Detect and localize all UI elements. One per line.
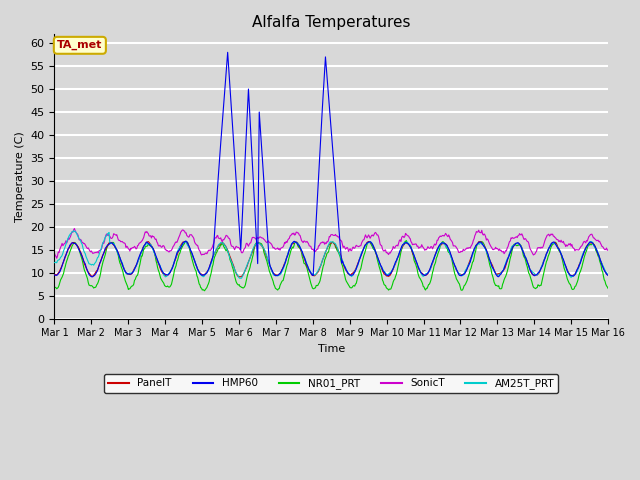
SonicT: [119, 240, 127, 245]
SonicT: [417, 244, 424, 250]
HMP60: [51, 272, 58, 278]
AM25T_PRT: [604, 272, 612, 277]
AM25T_PRT: [417, 268, 424, 274]
SonicT: [175, 234, 183, 240]
PanelT: [365, 239, 372, 244]
PanelT: [400, 242, 408, 248]
PanelT: [236, 274, 244, 280]
PanelT: [118, 259, 125, 265]
AM25T_PRT: [236, 276, 244, 281]
HMP60: [118, 261, 126, 266]
Legend: PanelT, HMP60, NR01_PRT, SonicT, AM25T_PRT: PanelT, HMP60, NR01_PRT, SonicT, AM25T_P…: [104, 374, 558, 393]
SonicT: [51, 250, 58, 256]
Line: NR01_PRT: NR01_PRT: [54, 240, 608, 291]
HMP60: [604, 273, 612, 278]
Line: AM25T_PRT: AM25T_PRT: [54, 231, 608, 278]
SonicT: [205, 248, 212, 253]
HMP60: [400, 241, 408, 247]
Text: TA_met: TA_met: [57, 40, 102, 50]
X-axis label: Time: Time: [317, 344, 345, 354]
SonicT: [604, 247, 612, 252]
NR01_PRT: [399, 242, 407, 248]
HMP60: [224, 49, 232, 55]
NR01_PRT: [604, 286, 612, 291]
AM25T_PRT: [175, 247, 182, 252]
HMP60: [175, 248, 182, 254]
HMP60: [417, 269, 424, 275]
Line: PanelT: PanelT: [54, 241, 608, 277]
AM25T_PRT: [61, 246, 68, 252]
SonicT: [400, 235, 408, 240]
AM25T_PRT: [51, 260, 58, 265]
HMP60: [61, 256, 68, 262]
NR01_PRT: [417, 276, 424, 281]
HMP60: [204, 268, 211, 274]
AM25T_PRT: [400, 240, 408, 246]
AM25T_PRT: [204, 268, 211, 274]
PanelT: [203, 269, 211, 275]
Title: Alfalfa Temperatures: Alfalfa Temperatures: [252, 15, 410, 30]
SonicT: [70, 226, 78, 231]
NR01_PRT: [61, 266, 68, 272]
AM25T_PRT: [70, 228, 77, 234]
NR01_PRT: [118, 264, 125, 270]
Line: HMP60: HMP60: [54, 52, 608, 277]
PanelT: [51, 272, 58, 277]
PanelT: [604, 272, 612, 278]
NR01_PRT: [174, 257, 182, 263]
NR01_PRT: [51, 284, 58, 289]
HMP60: [88, 274, 96, 280]
NR01_PRT: [204, 283, 211, 288]
NR01_PRT: [201, 288, 209, 294]
PanelT: [174, 250, 182, 256]
Y-axis label: Temperature (C): Temperature (C): [15, 131, 25, 222]
AM25T_PRT: [118, 260, 126, 265]
SonicT: [53, 255, 61, 261]
SonicT: [61, 240, 69, 246]
NR01_PRT: [403, 238, 410, 243]
PanelT: [417, 268, 424, 274]
Line: SonicT: SonicT: [54, 228, 608, 258]
PanelT: [61, 256, 68, 262]
